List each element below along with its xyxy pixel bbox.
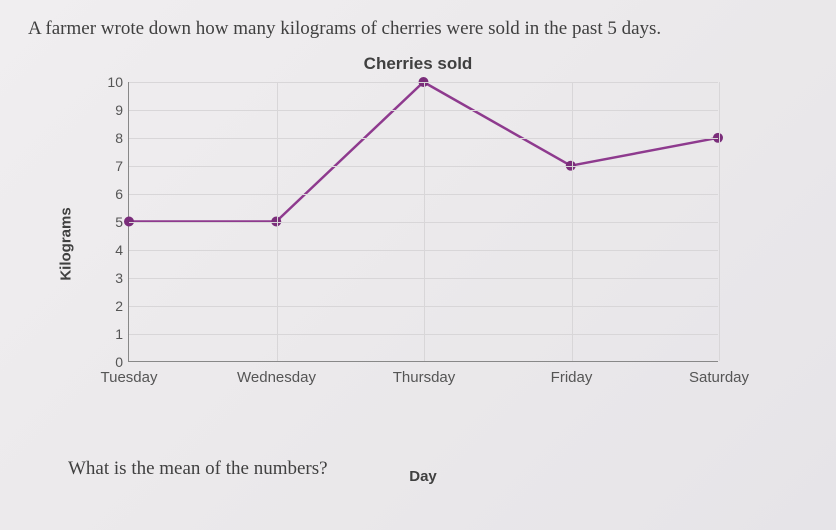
x-tick-label: Tuesday [101,369,158,386]
problem-prompt: A farmer wrote down how many kilograms o… [28,18,808,40]
x-axis-label: Day [409,468,437,485]
plot-area: 012345678910TuesdayWednesdayThursdayFrid… [128,82,718,362]
y-tick-label: 5 [101,214,123,230]
x-tick-label: Saturday [689,369,749,386]
y-tick-label: 4 [101,242,123,258]
x-tick-label: Friday [551,369,593,386]
gridline-vertical [424,82,425,361]
y-tick-label: 1 [101,326,123,342]
x-tick-label: Wednesday [237,369,316,386]
y-tick-label: 3 [101,270,123,286]
y-tick-label: 10 [101,74,123,90]
x-tick-label: Thursday [393,369,456,386]
y-tick-label: 8 [101,130,123,146]
y-tick-label: 7 [101,158,123,174]
y-tick-label: 6 [101,186,123,202]
y-axis-label: Kilograms [58,207,75,280]
gridline-vertical [277,82,278,361]
gridline-vertical [719,82,720,361]
question-text: What is the mean of the numbers? [68,458,808,480]
chart-container: Cherries sold Kilograms 012345678910Tues… [68,54,768,434]
y-tick-label: 0 [101,354,123,370]
gridline-vertical [572,82,573,361]
y-tick-label: 9 [101,102,123,118]
chart-title: Cherries sold [68,54,768,74]
y-tick-label: 2 [101,298,123,314]
